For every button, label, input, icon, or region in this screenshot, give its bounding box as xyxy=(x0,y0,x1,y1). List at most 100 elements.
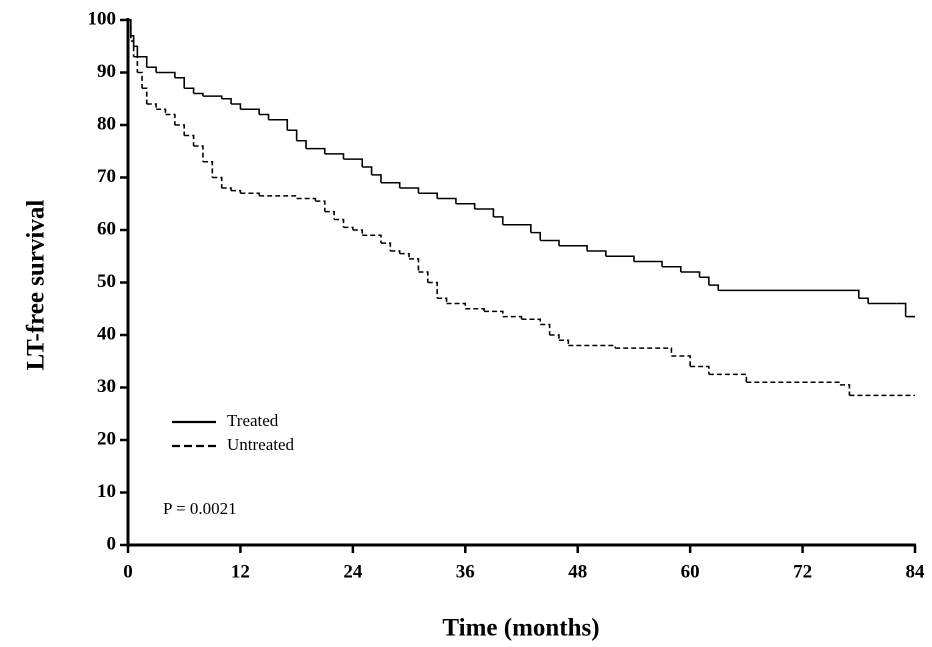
survival-step xyxy=(671,355,691,367)
survival-step xyxy=(156,108,167,115)
survival-step xyxy=(137,71,143,89)
survival-step xyxy=(409,258,420,272)
y-tick-label: 40 xyxy=(97,323,116,344)
survival-step xyxy=(474,208,495,217)
y-tick-label: 20 xyxy=(97,428,116,449)
survival-step xyxy=(362,166,373,175)
survival-step xyxy=(540,239,560,246)
x-tick-label: 24 xyxy=(343,561,363,582)
survival-step xyxy=(306,147,326,154)
survival-step xyxy=(174,124,186,136)
survival-step xyxy=(146,103,157,110)
survival-step xyxy=(455,202,476,209)
survival-step xyxy=(680,271,701,278)
survival-step xyxy=(558,244,588,251)
survival-step xyxy=(221,187,232,191)
survival-step xyxy=(128,19,132,41)
survival-step xyxy=(633,260,663,267)
survival-step xyxy=(605,255,635,262)
survival-step xyxy=(296,139,307,149)
survival-step xyxy=(484,310,504,317)
survival-step xyxy=(380,181,401,188)
survival-step xyxy=(568,344,616,349)
survival-step xyxy=(699,276,710,286)
survival-step xyxy=(165,113,176,125)
survival-step xyxy=(352,229,364,236)
survival-step xyxy=(437,197,457,204)
survival-step xyxy=(212,176,223,188)
survival-step xyxy=(437,297,448,304)
survival-step xyxy=(840,384,851,396)
survival-step xyxy=(502,223,532,233)
survival-step xyxy=(184,134,195,146)
survival-step xyxy=(142,87,148,104)
x-tick-label: 84 xyxy=(906,561,926,582)
survival-step xyxy=(137,55,148,68)
survival-step xyxy=(240,192,260,196)
legend-label: Untreated xyxy=(227,435,295,454)
survival-step xyxy=(287,129,298,141)
survival-step xyxy=(231,189,242,194)
survival-step xyxy=(193,92,204,97)
y-tick-label: 90 xyxy=(97,61,116,82)
y-tick-label: 50 xyxy=(97,271,116,292)
x-axis-title: Time (months) xyxy=(442,615,599,642)
survival-step xyxy=(146,66,157,73)
survival-step xyxy=(427,281,438,299)
survival-step xyxy=(558,339,570,346)
survival-step xyxy=(399,252,410,259)
survival-step xyxy=(662,265,682,272)
survival-step xyxy=(362,234,382,244)
y-tick-label: 100 xyxy=(88,8,117,29)
survival-step xyxy=(371,174,382,183)
survival-step xyxy=(540,323,551,335)
survival-step xyxy=(521,318,542,325)
x-tick-label: 60 xyxy=(681,561,700,582)
survival-step xyxy=(530,231,542,241)
survival-step xyxy=(221,97,232,104)
x-tick-label: 48 xyxy=(568,561,587,582)
survival-step xyxy=(184,87,195,94)
x-tick-label: 36 xyxy=(456,561,475,582)
survival-step xyxy=(690,365,710,375)
survival-step xyxy=(259,195,298,199)
survival-step xyxy=(446,302,467,309)
survival-step xyxy=(343,226,354,230)
survival-step xyxy=(202,95,223,99)
survival-step xyxy=(708,373,748,383)
survival-step xyxy=(418,192,438,199)
survival-step xyxy=(324,210,335,220)
survival-step xyxy=(343,158,364,167)
x-tick-label: 0 xyxy=(123,561,133,582)
survival-step xyxy=(549,334,560,341)
survival-step xyxy=(133,45,139,57)
survival-step xyxy=(156,71,176,78)
survival-step xyxy=(133,55,139,73)
survival-step xyxy=(130,40,135,57)
survival-step xyxy=(587,250,607,257)
y-tick-label: 10 xyxy=(97,481,116,502)
survival-step xyxy=(202,160,214,178)
survival-step xyxy=(296,197,317,202)
survival-step xyxy=(802,381,841,385)
survival-step xyxy=(493,216,504,225)
y-tick-label: 70 xyxy=(97,166,116,187)
survival-step xyxy=(502,315,523,320)
x-tick-label: 12 xyxy=(231,561,250,582)
survival-step xyxy=(174,76,186,89)
y-axis-title: LT-free survival xyxy=(23,200,50,371)
survival-step xyxy=(380,242,392,251)
y-tick-label: 60 xyxy=(97,218,116,239)
survival-step xyxy=(334,218,345,228)
survival-step xyxy=(390,250,401,254)
survival-step xyxy=(896,302,907,317)
survival-step xyxy=(259,113,270,120)
survival-step xyxy=(240,108,260,115)
survival-step xyxy=(418,271,429,283)
p-value-annotation: P = 0.0021 xyxy=(163,499,237,518)
survival-step xyxy=(465,307,485,312)
survival-step xyxy=(849,289,860,299)
survival-step xyxy=(193,145,204,162)
survival-step xyxy=(231,103,242,110)
